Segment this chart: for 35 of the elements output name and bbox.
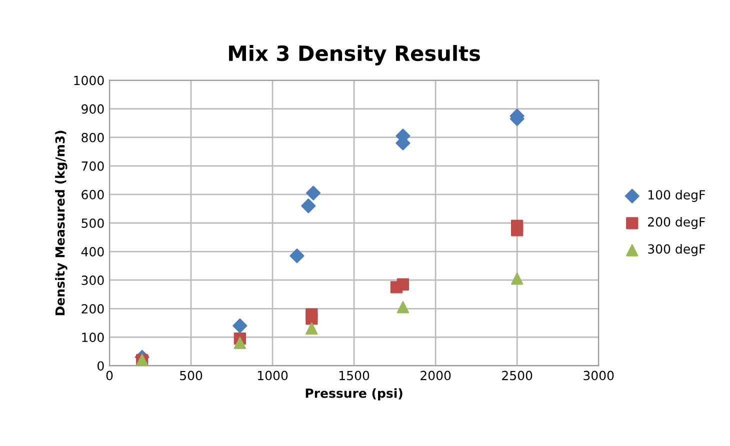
point — [396, 301, 410, 314]
x-tick-label: 1000 — [258, 370, 288, 380]
y-tick-label: 900 — [82, 104, 104, 114]
legend-label: 200 degF — [648, 216, 705, 230]
y-tick-label: 700 — [82, 161, 104, 171]
point — [290, 248, 304, 264]
y-tick-label: 400 — [81, 247, 104, 256]
y-tick-label: 100 — [82, 332, 104, 342]
x-tick-label: 3000 — [584, 370, 614, 380]
point — [511, 272, 524, 285]
point — [232, 318, 248, 334]
y-tick-label: 0 — [98, 361, 104, 371]
y-tick-label: 1000 — [74, 76, 104, 86]
point — [306, 186, 321, 200]
point — [396, 278, 410, 290]
x-tick-label: 2000 — [420, 370, 451, 380]
y-tick-label: 800 — [82, 132, 104, 142]
point — [234, 336, 246, 349]
x-tick-label: 0 — [106, 370, 113, 380]
point — [306, 322, 318, 335]
x-tick-label: 1500 — [340, 370, 370, 380]
point — [301, 198, 316, 214]
y-tick-label: 600 — [82, 190, 104, 200]
legend-label: 100 degF — [648, 190, 705, 202]
chart-title: Mix 3 Density Results — [229, 45, 480, 66]
x-tick-label: 500 — [180, 370, 202, 380]
point — [306, 312, 318, 325]
point — [511, 224, 524, 236]
x-tick-label: 2500 — [502, 370, 532, 380]
y-tick-label: 200 — [82, 304, 104, 314]
y-tick-label: 300 — [82, 276, 104, 286]
y-axis-title: Density Measured (kg/m3) — [55, 130, 68, 316]
x-axis-title: Pressure (psi) — [306, 388, 402, 400]
y-tick-label: 500 — [82, 218, 104, 228]
legend-label: 300 degF — [648, 244, 705, 256]
